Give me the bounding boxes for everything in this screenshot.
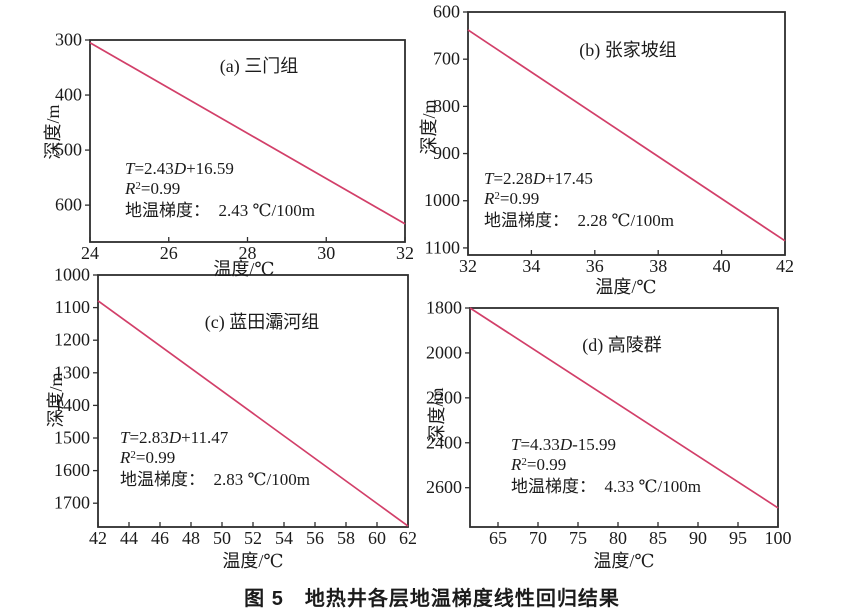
y-tick-label: 300 <box>55 30 82 50</box>
figure-caption: 图 5 地热井各层地温梯度线性回归结果 <box>244 588 620 610</box>
x-tick-label: 100 <box>765 528 792 548</box>
subplot-b-y-axis-label: 深度/m <box>419 99 439 155</box>
y-tick-label: 1200 <box>54 330 90 350</box>
x-tick-label: 48 <box>182 528 200 548</box>
y-tick-label: 700 <box>433 49 460 69</box>
x-tick-label: 42 <box>776 256 794 276</box>
y-tick-label: 2200 <box>426 387 462 407</box>
y-tick-label: 1800 <box>426 298 462 318</box>
x-tick-label: 50 <box>213 528 231 548</box>
x-tick-label: 65 <box>489 528 507 548</box>
y-tick-label: 800 <box>433 96 460 116</box>
subplot-b-x-axis-label: 温度/℃ <box>595 277 657 297</box>
subplot-c-x-axis-label: 温度/℃ <box>222 551 284 571</box>
regression-line <box>97 300 409 527</box>
x-tick-label: 62 <box>399 528 417 548</box>
y-tick-label: 1000 <box>424 190 460 210</box>
x-tick-label: 52 <box>244 528 262 548</box>
subplot-b-regression-annotation: T=2.28D+17.45 R2=0.99 地温梯度： 2.28 ℃/100m <box>484 169 674 230</box>
subplot-c-title: (c) 蓝田灞河组 <box>204 312 320 332</box>
x-tick-label: 90 <box>689 528 707 548</box>
subplot-d: 65 70 75 80 85 90 95 100 1800 2000 2200 2400 2600 <box>426 298 792 549</box>
subplot-c-y-axis-label: 深度/m <box>46 372 66 428</box>
subplot-a-regression-annotation: T=2.43D+16.59 R2=0.99 地温梯度： 2.43 ℃/100m <box>125 159 315 220</box>
subplot-c: 42 44 46 48 50 52 54 56 58 60 62 1000 1100 1200 1300 14… <box>54 265 417 549</box>
x-tick-label: 38 <box>649 256 667 276</box>
subplot-b-title: (b) 张家坡组 <box>579 40 677 60</box>
y-tick-label: 600 <box>55 195 82 215</box>
y-tick-label: 2000 <box>426 342 462 362</box>
y-tick-label: 1000 <box>54 265 90 285</box>
x-tick-label: 42 <box>89 528 107 548</box>
x-tick-label: 36 <box>586 256 604 276</box>
x-tick-label: 34 <box>522 256 540 276</box>
x-tick-label: 28 <box>239 243 257 263</box>
y-tick-label: 1600 <box>54 460 90 480</box>
regression-line <box>467 29 786 242</box>
x-tick-label: 75 <box>569 528 587 548</box>
x-tick-label: 80 <box>609 528 627 548</box>
y-tick-label: 400 <box>55 85 82 105</box>
regression-line <box>469 307 779 509</box>
subplot-a-y-axis-label: 深度/m <box>43 104 63 160</box>
x-tick-label: 95 <box>729 528 747 548</box>
y-tick-label: 2600 <box>426 477 462 497</box>
x-tick-label: 44 <box>120 528 138 548</box>
y-tick-label: 1100 <box>425 237 460 257</box>
plot-border <box>467 11 786 256</box>
y-tick-label: 500 <box>55 140 82 160</box>
x-tick-label: 26 <box>160 243 178 263</box>
y-tick-label: 1700 <box>54 493 90 513</box>
plot-border <box>469 307 779 528</box>
x-tick-label: 85 <box>649 528 667 548</box>
x-tick-label: 56 <box>306 528 324 548</box>
subplot-d-x-axis-label: 温度/℃ <box>593 551 655 571</box>
x-tick-label: 40 <box>713 256 731 276</box>
x-tick-label: 54 <box>275 528 293 548</box>
x-tick-label: 30 <box>317 243 335 263</box>
subplot-d-regression-annotation: T=4.33D-15.99 R2=0.99 地温梯度： 4.33 ℃/100m <box>511 435 701 496</box>
subplot-a: 24 26 28 30 32 300 400 500 600 <box>55 30 414 264</box>
y-tick-label: 1100 <box>55 297 90 317</box>
y-tick-label: 1300 <box>54 362 90 382</box>
subplot-d-title: (d) 高陵群 <box>582 335 662 355</box>
y-tick-label: 1500 <box>54 428 90 448</box>
y-tick-label: 1400 <box>54 395 90 415</box>
x-tick-label: 58 <box>337 528 355 548</box>
subplot-c-regression-annotation: T=2.83D+11.47 R2=0.99 地温梯度： 2.83 ℃/100m <box>120 428 310 489</box>
subplot-d-y-axis-label: 深度/m <box>427 387 447 443</box>
y-tick-label: 600 <box>433 2 460 22</box>
x-tick-label: 32 <box>459 256 477 276</box>
subplot-a-x-axis-label: 温度/℃ <box>213 259 275 279</box>
x-tick-label: 70 <box>529 528 547 548</box>
x-tick-label: 24 <box>81 243 99 263</box>
y-tick-label: 2400 <box>426 432 462 452</box>
y-tick-label: 900 <box>433 143 460 163</box>
x-tick-label: 32 <box>396 243 414 263</box>
x-tick-label: 46 <box>151 528 169 548</box>
x-tick-label: 60 <box>368 528 386 548</box>
subplot-a-title: (a) 三门组 <box>219 56 299 76</box>
regression-line <box>89 42 406 225</box>
subplot-b: 32 34 36 38 40 42 600 700 800 900 1000 1100 <box>424 2 794 277</box>
